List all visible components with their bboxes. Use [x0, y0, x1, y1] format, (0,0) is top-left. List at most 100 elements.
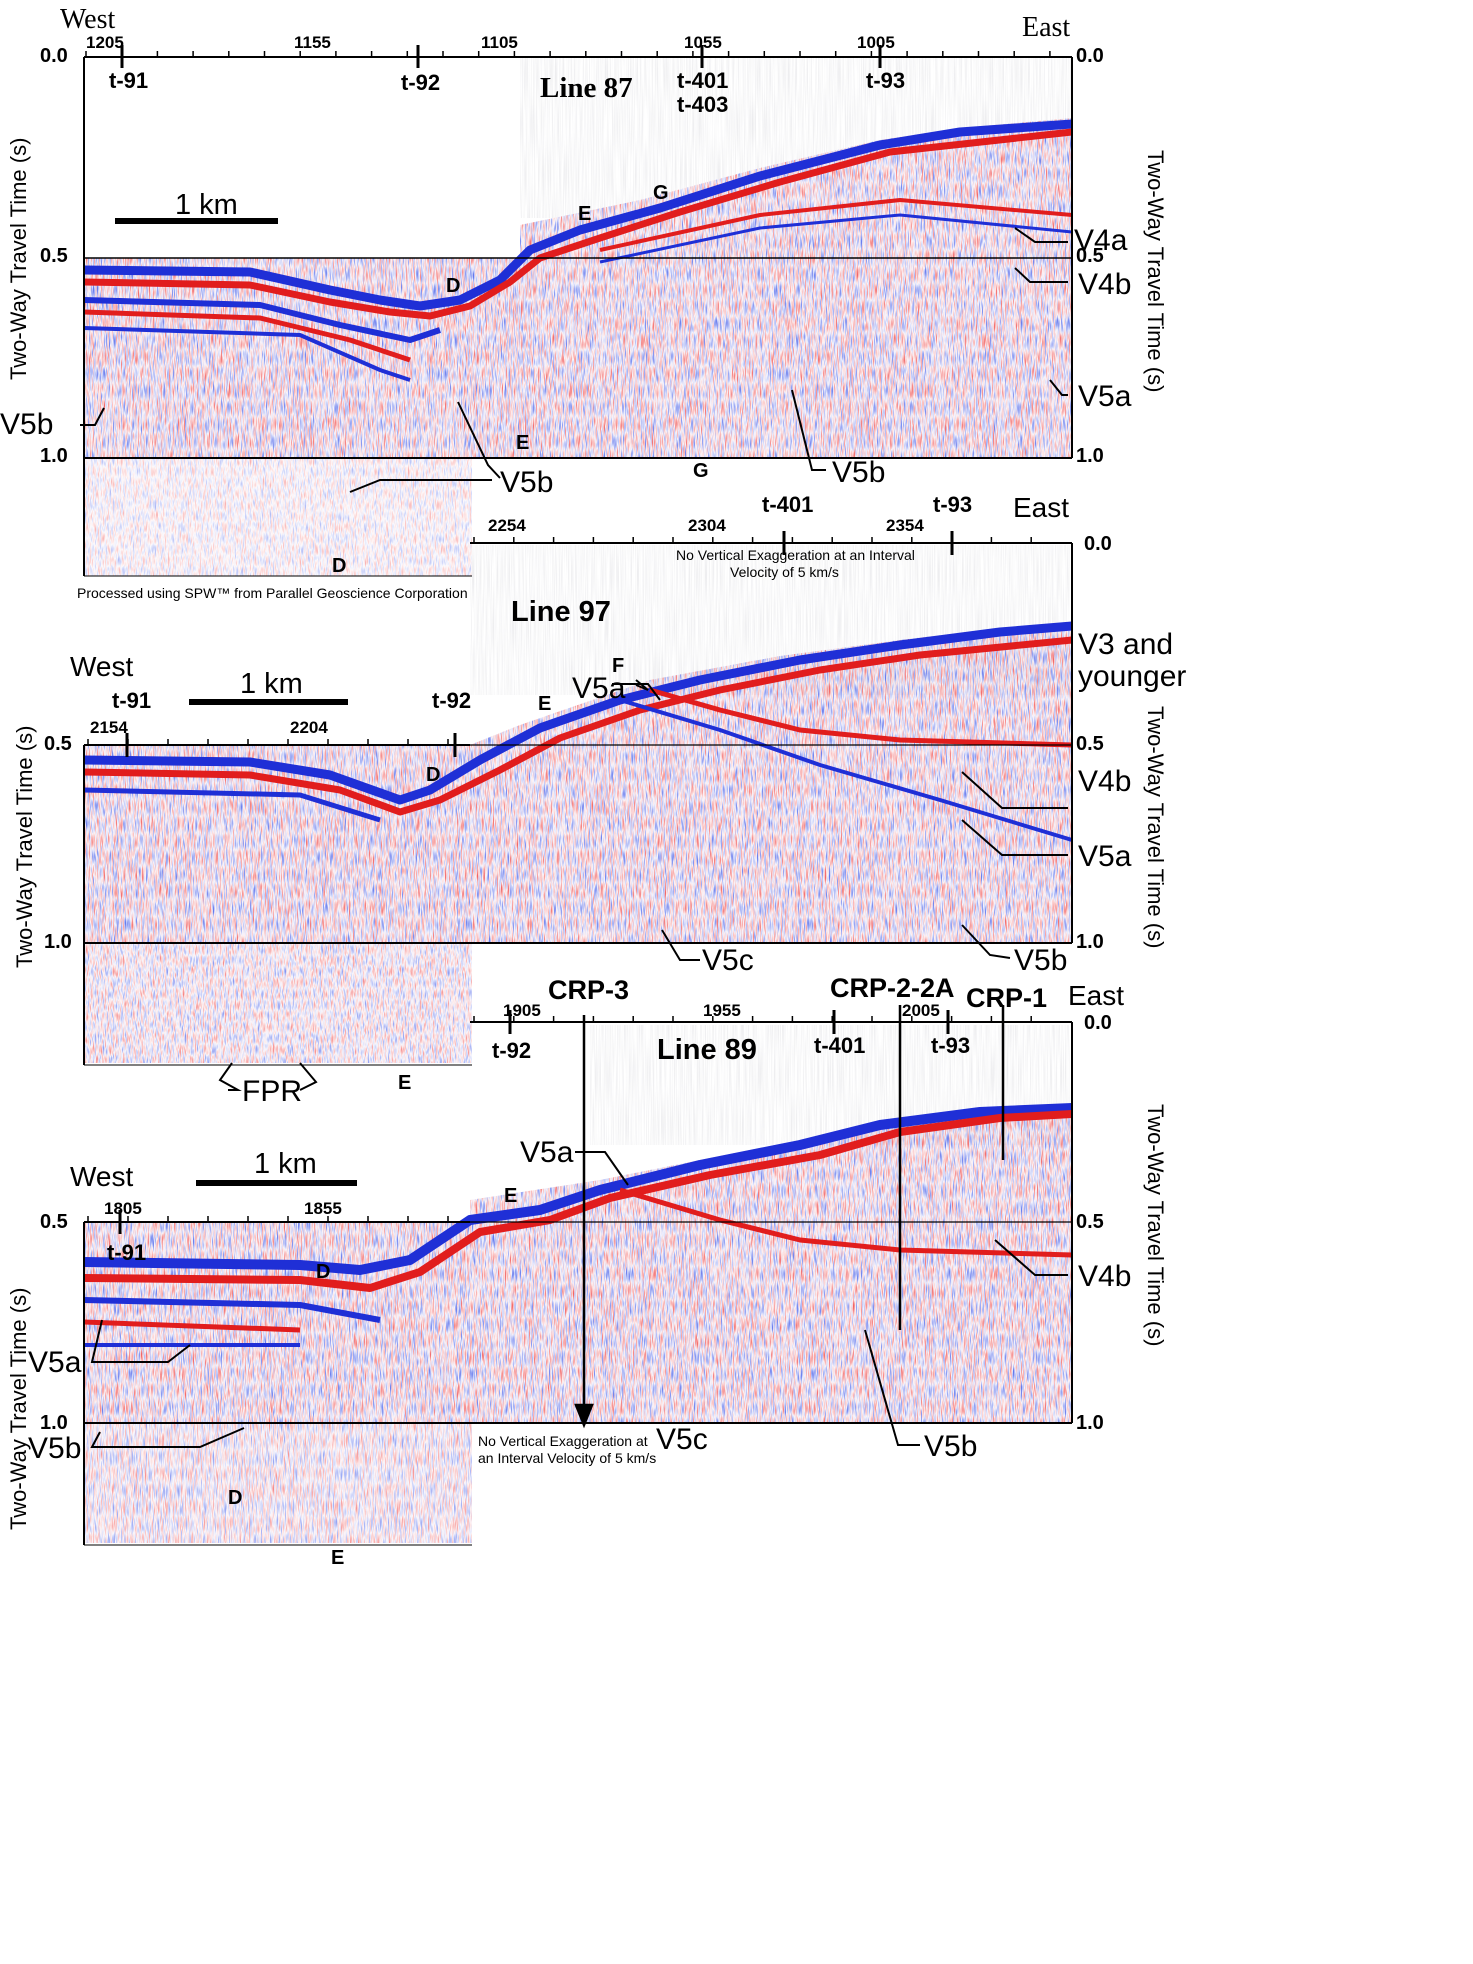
line-89-drill-crp1: CRP-1: [966, 983, 1048, 1013]
line-97-east-label: East: [1013, 492, 1070, 523]
line-97-tie-t91: t-91: [112, 688, 152, 713]
line-97-time-left-05: 0.5: [44, 733, 72, 755]
line-97-event-d: D: [426, 764, 441, 786]
line-89-tie-t91: t-91: [107, 1240, 147, 1265]
line-87-horizon-v5b-mid: V5b: [500, 466, 554, 499]
line-87-tie-t93: t-93: [866, 68, 906, 93]
line-87-title: Line 87: [540, 72, 633, 104]
line-89-horizon-v5a-left: V5a: [28, 1346, 82, 1379]
line-87-horizon-v5b-left: V5b: [0, 408, 54, 441]
line-87-event-e-lower: E: [516, 432, 530, 454]
line-89-time-right-05: 0.5: [1076, 1211, 1104, 1233]
line-87-time-left-0: 0.0: [40, 45, 68, 67]
line-87-time-right-1: 1.0: [1076, 445, 1104, 467]
reflectors: [83, 119, 1073, 1347]
line-87-horizon-v5b-right: V5b: [832, 456, 886, 489]
line-87-shotpoint-1: 1205: [86, 33, 124, 52]
line-97-tie-t93: t-93: [933, 492, 973, 517]
line-87-event-g: G: [653, 182, 669, 204]
line-87-shotpoint-3: 1105: [481, 33, 518, 52]
line-89-scale-label: 1 km: [254, 1148, 317, 1180]
line-87-y-label-left: Two-Way Travel Time (s): [6, 137, 31, 380]
line-97-tie-t92: t-92: [432, 688, 472, 713]
line-89-east-label: East: [1068, 980, 1125, 1011]
line-97-note-2: Velocity of 5 km/s: [730, 564, 839, 580]
line-89-drill-crp2: CRP-2-2A: [830, 973, 955, 1003]
line-87-event-d: D: [446, 275, 461, 297]
line-89-event-d: D: [316, 1261, 331, 1283]
line-87-tie-t92: t-92: [401, 70, 441, 95]
line-89-horizon-v5c: V5c: [656, 1423, 708, 1456]
line-89-time-left-05: 0.5: [40, 1211, 68, 1233]
line-97-horizon-fpr: FPR: [242, 1075, 302, 1108]
line-87-time-right-0: 0.0: [1076, 45, 1104, 67]
line-87-horizon-v4b: V4b: [1078, 268, 1132, 301]
line-89-west-label: West: [70, 1161, 134, 1192]
line-89-shotpoint-2: 1855: [304, 1199, 342, 1218]
line-89-tie-t93: t-93: [931, 1033, 971, 1058]
line-89-tie-t401: t-401: [814, 1033, 866, 1058]
line-89-shotpoint-5: 2005: [902, 1001, 940, 1020]
line-97-y-label-left: Two-Way Travel Time (s): [12, 725, 37, 968]
tie-line-markers: [118, 45, 954, 1234]
line-97-horizon-younger: younger: [1078, 660, 1187, 693]
line-97-horizon-v5a: V5a: [1078, 840, 1132, 873]
line-89-shotpoint-4: 1955: [703, 1001, 741, 1020]
line-97-shotpoint-1: 2154: [90, 718, 128, 737]
line-89-time-right-0: 0.0: [1084, 1012, 1112, 1034]
line-97-west-label: West: [70, 651, 134, 682]
line-97-horizon-v5c: V5c: [702, 944, 754, 977]
line-87-event-d-lower: D: [332, 555, 347, 577]
line-89-horizon-v5a-top: V5a: [520, 1136, 574, 1169]
line-89-horizon-v4b: V4b: [1078, 1260, 1132, 1293]
line-87-tie-t91: t-91: [109, 68, 149, 93]
leader-lines: [80, 227, 1068, 1448]
line-89-horizon-v5b-left: V5b: [28, 1432, 82, 1465]
line-89-note-1: No Vertical Exaggeration at: [478, 1433, 648, 1449]
line-97-time-right-05: 0.5: [1076, 733, 1104, 755]
line-87-shotpoint-2: 1155: [294, 33, 331, 52]
line-89-shotpoint-1: 1805: [104, 1199, 142, 1218]
line-87-time-left-1: 1.0: [40, 445, 68, 467]
line-97-time-right-0: 0.0: [1084, 533, 1112, 555]
line-87-time-right-05: 0.5: [1076, 245, 1104, 267]
line-89-event-d-lower: D: [228, 1487, 243, 1509]
line-89-time-right-1: 1.0: [1076, 1412, 1104, 1434]
line-89-tie-t92: t-92: [492, 1038, 532, 1063]
line-89-note-2: an Interval Velocity of 5 km/s: [478, 1450, 657, 1466]
line-97-shotpoint-4: 2304: [688, 516, 726, 535]
line-89-y-label-left: Two-Way Travel Time (s): [6, 1287, 31, 1530]
line-87-time-left-05: 0.5: [40, 245, 68, 267]
line-89-event-e-lower: E: [331, 1547, 345, 1569]
line-87-tie-t403: t-403: [677, 92, 729, 117]
line-87-tie-t401: t-401: [677, 68, 729, 93]
line-87-west-label: West: [60, 4, 116, 35]
scale-bars: [115, 218, 357, 1186]
line-97-time-right-1: 1.0: [1076, 931, 1104, 953]
line-87-east-label: East: [1022, 12, 1071, 43]
line-97-shotpoint-5: 2354: [886, 516, 924, 535]
line-97-time-left-1: 1.0: [44, 931, 72, 953]
line-97-note-1: No Vertical Exaggeration at an Interval: [676, 547, 915, 563]
line-89-drill-crp3: CRP-3: [548, 975, 630, 1005]
line-89-time-left-1: 1.0: [40, 1412, 68, 1434]
line-89-y-label-right: Two-Way Travel Time (s): [1143, 1104, 1168, 1347]
line-87-y-label-right: Two-Way Travel Time (s): [1143, 150, 1168, 393]
line-89-shotpoint-3: 1905: [503, 1001, 541, 1020]
line-87-shotpoint-4: 1055: [684, 33, 722, 52]
line-87-shotpoint-5: 1005: [857, 33, 895, 52]
line-97-horizon-v3: V3 and: [1078, 628, 1174, 661]
line-87-event-g-lower: G: [693, 460, 709, 482]
line-97-horizon-v5b: V5b: [1014, 944, 1068, 977]
line-97-event-e-lower: E: [398, 1072, 412, 1094]
line-97-y-label-right: Two-Way Travel Time (s): [1143, 706, 1168, 949]
line-97-horizon-v5a-top: V5a: [572, 672, 626, 705]
line-97-event-e: E: [538, 693, 552, 715]
line-97-event-f: F: [612, 655, 625, 677]
line-97-shotpoint-2: 2204: [290, 718, 328, 737]
line-97-scale-label: 1 km: [240, 668, 303, 700]
line-97-horizon-v4b: V4b: [1078, 765, 1132, 798]
line-97-shotpoint-3: 2254: [488, 516, 526, 535]
